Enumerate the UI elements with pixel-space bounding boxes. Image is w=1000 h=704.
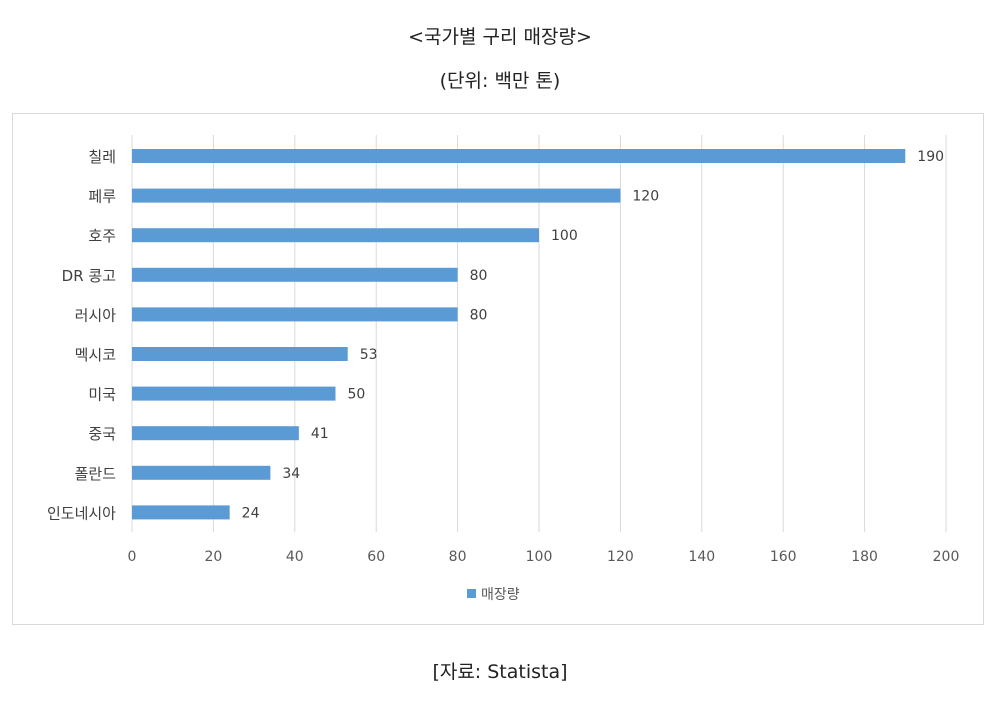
data-label: 80	[470, 307, 488, 323]
y-category-label: 페루	[88, 188, 116, 206]
x-tick-label: 160	[770, 549, 797, 565]
bar	[132, 505, 230, 520]
bar	[132, 347, 348, 361]
bar	[132, 307, 458, 322]
source-note: [자료: Statista]	[432, 661, 568, 683]
y-category-label: 폴란드	[75, 465, 117, 483]
x-tick-label: 140	[688, 549, 715, 565]
x-tick-label: 40	[286, 549, 304, 565]
x-tick-label: 20	[204, 549, 222, 565]
data-label: 53	[360, 347, 378, 363]
data-label: 41	[311, 426, 329, 442]
x-tick-label: 120	[607, 549, 634, 565]
bar	[132, 188, 621, 203]
bar	[132, 228, 539, 243]
y-category-label: 칠레	[88, 148, 116, 166]
y-category-label: 인도네시아	[47, 504, 116, 522]
data-label: 80	[470, 268, 488, 284]
y-category-label: 멕시코	[75, 346, 116, 364]
chart-area	[12, 113, 984, 625]
data-label: 24	[242, 505, 260, 521]
y-category-label: DR 콩고	[62, 267, 116, 285]
bar	[132, 267, 458, 282]
x-tick-label: 180	[851, 549, 878, 565]
data-label: 50	[348, 387, 366, 403]
y-category-label: 러시아	[75, 306, 117, 324]
bar	[132, 465, 271, 480]
legend-swatch	[467, 589, 476, 598]
y-category-label: 호주	[88, 227, 116, 245]
x-tick-label: 60	[367, 549, 385, 565]
legend-label: 매장량	[481, 587, 520, 603]
chart-subtitle: (단위: 백만 톤)	[439, 70, 561, 92]
data-label: 34	[282, 466, 300, 482]
bar	[132, 149, 906, 163]
bar	[132, 426, 299, 441]
data-label: 190	[917, 149, 944, 165]
x-tick-label: 100	[526, 549, 553, 565]
x-tick-label: 0	[128, 549, 137, 565]
x-tick-label: 200	[933, 549, 960, 565]
y-category-label: 미국	[88, 386, 116, 404]
chart-title: <국가별 구리 매장량>	[408, 26, 592, 48]
data-label: 100	[551, 228, 578, 244]
x-tick-label: 80	[449, 549, 467, 565]
data-label: 120	[632, 189, 659, 205]
y-category-label: 중국	[88, 425, 116, 443]
bar	[132, 386, 336, 401]
